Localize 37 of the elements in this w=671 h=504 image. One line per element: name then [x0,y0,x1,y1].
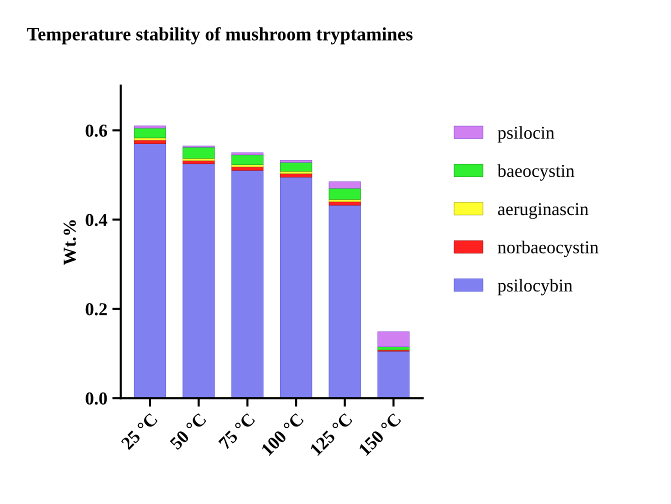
bar [280,171,312,174]
legend-label: psilocin [498,126,554,143]
bar [377,346,410,350]
bar [328,181,361,189]
x-tick-label: 100 °C [260,412,304,456]
bar [231,152,264,156]
bar [182,164,215,398]
y-axis-title: Wt.% [64,220,76,265]
bar [231,166,264,171]
bar [280,160,312,163]
bar [328,188,361,200]
y-tick-label: 0.4 [86,214,108,226]
legend-label: norbaeocystin [498,240,598,258]
y-tick-label: 0.0 [86,392,107,405]
legend-label: aeruginascin [498,203,588,219]
x-tick-label: 50 °C [169,412,207,450]
x-tick-label: 75 °C [218,412,256,450]
bar [377,351,410,398]
bar [134,126,166,128]
bar [377,331,410,348]
y-tick-label: 0.2 [86,303,107,316]
bar [134,138,166,140]
legend-label: psilocybin [498,278,572,296]
bar [134,128,166,138]
bar [231,170,264,398]
bar [134,144,166,398]
x-tick-label: 150 °C [358,412,402,456]
bar [231,154,264,165]
x-tick-label: 125 °C [310,412,353,456]
chart-title: Temperature stability of mushroom tryptamines [27,27,413,44]
bar [182,147,215,159]
bar [280,176,312,398]
bar [328,205,361,398]
legend-label: baeocystin [497,164,574,181]
bar [280,162,312,172]
x-tick-label: 25 °C [120,412,158,450]
y-tick-label: 0.6 [86,124,108,137]
